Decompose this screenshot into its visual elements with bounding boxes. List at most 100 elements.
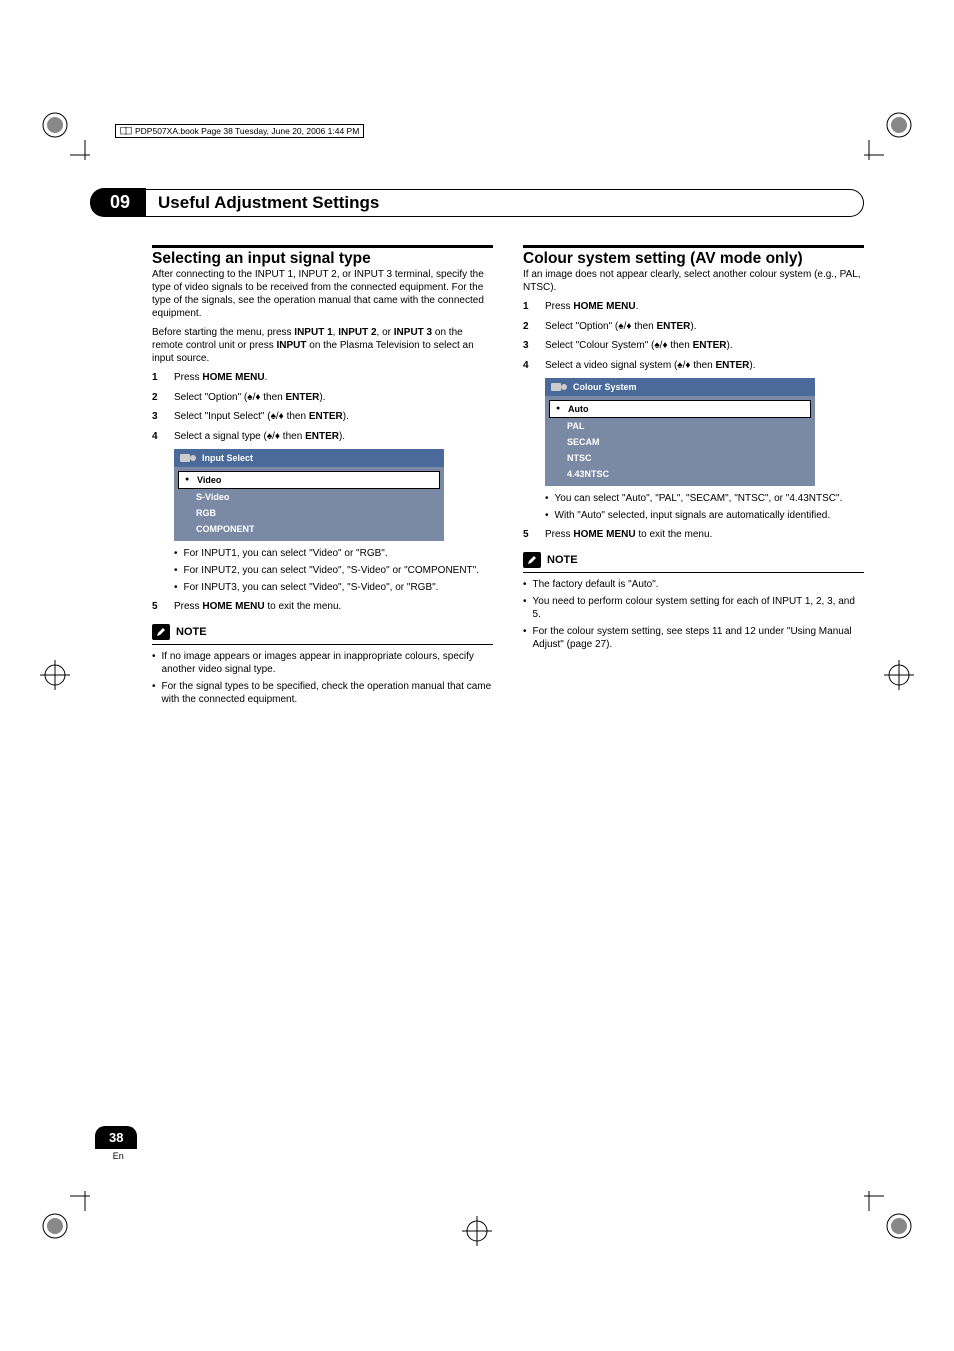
sub-bullet-list: •You can select "Auto", "PAL", "SECAM", … [545,492,864,522]
menu-item[interactable]: RGB [178,505,440,521]
menu-item[interactable]: 4.43NTSC [549,466,811,482]
bullet-text: For INPUT1, you can select "Video" or "R… [184,547,493,560]
left-column: Selecting an input signal type After con… [152,245,493,712]
note-header: NOTE [523,552,864,568]
registration-mark-icon [35,655,75,695]
menu-header: Colour System [545,378,815,396]
menu-item[interactable]: COMPONENT [178,521,440,537]
menu-title: Colour System [573,382,637,392]
crop-mark-icon [864,1191,914,1241]
chapter-title: Useful Adjustment Settings [158,193,851,213]
step: 1 Press HOME MENU. [523,300,864,314]
step-text: Press HOME MENU. [174,371,493,385]
step-number: 5 [523,528,535,542]
step: 5 Press HOME MENU to exit the menu. [523,528,864,542]
note-label: NOTE [176,626,207,638]
menu-item[interactable]: Auto [549,400,811,418]
bullet-text: With "Auto" selected, input signals are … [555,509,864,522]
bullet-text: You can select "Auto", "PAL", "SECAM", "… [555,492,864,505]
content: Selecting an input signal type After con… [152,245,864,712]
section-rule [152,245,493,248]
step-number: 2 [523,320,535,334]
step-number: 3 [152,410,164,424]
sub-bullet-list: •For INPUT1, you can select "Video" or "… [174,547,493,594]
note-bullet-list: •If no image appears or images appear in… [152,650,493,706]
crop-mark-icon [864,110,914,160]
bullet-text: For the colour system setting, see steps… [533,625,864,651]
step-number: 5 [152,600,164,614]
menu-item[interactable]: PAL [549,418,811,434]
right-column: Colour system setting (AV mode only) If … [523,245,864,712]
step-text: Select "Colour System" (♠/♦ then ENTER). [545,339,864,353]
step-number: 4 [523,359,535,373]
bullet-text: If no image appears or images appear in … [162,650,493,676]
step-number: 3 [523,339,535,353]
updown-arrow-icon: ♠/♦ [677,360,690,371]
menu-input-select: Input Select Video S-Video RGB COMPONENT [174,449,444,541]
step-text: Press HOME MENU. [545,300,864,314]
step-text: Select "Input Select" (♠/♦ then ENTER). [174,410,493,424]
book-icon [120,126,132,136]
menu-colour-system: Colour System Auto PAL SECAM NTSC 4.43NT… [545,378,815,486]
step-text: Select a signal type (♠/♦ then ENTER). [174,430,493,444]
step: 5 Press HOME MENU to exit the menu. [152,600,493,614]
bullet-text: You need to perform colour system settin… [533,595,864,621]
step-number: 1 [152,371,164,385]
note-rule [523,572,864,573]
menu-header: Input Select [174,449,444,467]
section-heading: Selecting an input signal type [152,250,493,267]
menu-item[interactable]: Video [178,471,440,489]
section-rule [523,245,864,248]
pre-text: Before starting the menu, press INPUT 1,… [152,326,493,365]
note-header: NOTE [152,624,493,640]
intro-text: After connecting to the INPUT 1, INPUT 2… [152,268,493,320]
bullet-text: For INPUT2, you can select "Video", "S-V… [184,564,493,577]
updown-arrow-icon: ♠/♦ [618,321,631,332]
menu-icon [551,381,569,393]
page-footer: 38 En [95,1126,137,1161]
updown-arrow-icon: ♠/♦ [654,340,667,351]
menu-body: Video S-Video RGB COMPONENT [174,467,444,541]
menu-item[interactable]: NTSC [549,450,811,466]
menu-icon [180,452,198,464]
step: 2 Select "Option" (♠/♦ then ENTER). [523,320,864,334]
crop-mark-icon [40,1191,90,1241]
menu-item[interactable]: S-Video [178,489,440,505]
step: 4 Select a signal type (♠/♦ then ENTER). [152,430,493,444]
updown-arrow-icon: ♠/♦ [267,431,280,442]
book-header-text: PDP507XA.book Page 38 Tuesday, June 20, … [135,126,359,136]
step-number: 1 [523,300,535,314]
registration-mark-icon [879,655,919,695]
pencil-icon [152,624,170,640]
chapter-number: 09 [90,188,146,217]
step: 2 Select "Option" (♠/♦ then ENTER). [152,391,493,405]
step-text: Select "Option" (♠/♦ then ENTER). [545,320,864,334]
bullet-text: The factory default is "Auto". [533,578,864,591]
bullet-text: For the signal types to be specified, ch… [162,680,493,706]
chapter-header: 09 Useful Adjustment Settings [90,188,864,217]
step-text: Press HOME MENU to exit the menu. [174,600,493,614]
note-bullet-list: •The factory default is "Auto". •You nee… [523,578,864,651]
bullet-text: For INPUT3, you can select "Video", "S-V… [184,581,493,594]
registration-mark-icon [457,1211,497,1251]
intro-text: If an image does not appear clearly, sel… [523,268,864,294]
menu-body: Auto PAL SECAM NTSC 4.43NTSC [545,396,815,486]
step-number: 4 [152,430,164,444]
crop-mark-icon [40,110,90,160]
note-rule [152,644,493,645]
menu-title: Input Select [202,453,253,463]
step-text: Press HOME MENU to exit the menu. [545,528,864,542]
note-label: NOTE [547,554,578,566]
step: 4 Select a video signal system (♠/♦ then… [523,359,864,373]
step: 3 Select "Input Select" (♠/♦ then ENTER)… [152,410,493,424]
step-number: 2 [152,391,164,405]
book-header: PDP507XA.book Page 38 Tuesday, June 20, … [115,124,364,138]
step-text: Select a video signal system (♠/♦ then E… [545,359,864,373]
updown-arrow-icon: ♠/♦ [271,411,284,422]
pencil-icon [523,552,541,568]
menu-item[interactable]: SECAM [549,434,811,450]
page-language: En [99,1151,137,1161]
section-heading: Colour system setting (AV mode only) [523,250,864,267]
updown-arrow-icon: ♠/♦ [247,392,260,403]
page-number: 38 [95,1126,137,1149]
